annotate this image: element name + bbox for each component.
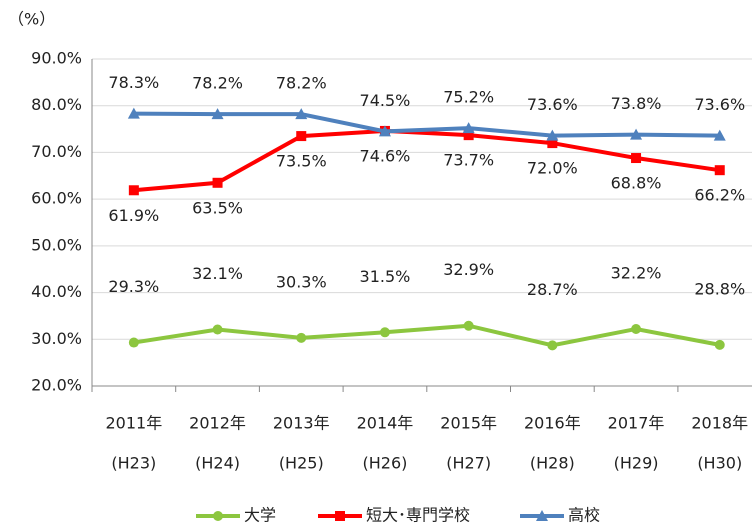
- legend-label: 高校: [568, 506, 600, 525]
- data-point: [295, 108, 308, 120]
- x-tick-label: 2018年: [691, 414, 748, 433]
- data-label: 68.8%: [611, 174, 662, 193]
- data-label: 78.2%: [276, 74, 327, 93]
- x-tick-label: 2013年: [273, 414, 330, 433]
- y-tick-label: 50.0%: [31, 235, 82, 254]
- data-point: [128, 185, 139, 196]
- legend-marker: [335, 511, 345, 521]
- data-label: 30.3%: [276, 272, 327, 291]
- data-label: 28.8%: [694, 279, 745, 298]
- data-label: 32.2%: [611, 264, 662, 283]
- data-point: [296, 131, 307, 142]
- legend-marker: [213, 511, 223, 521]
- data-label: 73.6%: [527, 95, 578, 114]
- x-tick-label: 2011年: [105, 414, 162, 433]
- data-label: 28.7%: [527, 280, 578, 299]
- unit-label: （%）: [8, 10, 55, 29]
- x-tick-sublabel: (H25): [279, 454, 324, 473]
- data-point: [463, 320, 474, 331]
- x-tick-sublabel: (H28): [530, 454, 575, 473]
- x-tick-label: 2016年: [524, 414, 581, 433]
- x-tick-label: 2012年: [189, 414, 246, 433]
- series-line: [133, 323, 721, 348]
- y-tick-label: 80.0%: [31, 95, 82, 114]
- series-line: [133, 111, 720, 138]
- data-label: 61.9%: [108, 206, 159, 225]
- y-tick-label: 90.0%: [31, 49, 82, 68]
- data-label: 63.5%: [192, 198, 243, 217]
- y-tick-label: 70.0%: [31, 142, 82, 161]
- data-label: 73.8%: [611, 94, 662, 113]
- data-label: 75.2%: [443, 88, 494, 107]
- data-label: 73.6%: [694, 95, 745, 114]
- data-point: [631, 324, 642, 335]
- data-point: [462, 122, 475, 134]
- legend-marker: [536, 510, 548, 521]
- data-label: 73.5%: [276, 152, 327, 171]
- y-tick-label: 20.0%: [31, 376, 82, 395]
- data-point: [127, 107, 140, 119]
- legend-label: 大学: [244, 506, 276, 525]
- y-tick-label: 30.0%: [31, 329, 82, 348]
- data-label: 74.5%: [360, 91, 411, 110]
- x-tick-sublabel: (H24): [195, 454, 240, 473]
- data-point: [212, 324, 223, 335]
- x-tick-sublabel: (H27): [446, 454, 491, 473]
- x-tick-label: 2015年: [440, 414, 497, 433]
- data-point: [546, 129, 559, 141]
- x-tick-sublabel: (H26): [363, 454, 408, 473]
- data-point: [379, 327, 390, 338]
- data-point: [296, 332, 307, 343]
- data-point: [714, 339, 725, 350]
- data-point: [713, 129, 726, 141]
- x-tick-label: 2014年: [357, 414, 414, 433]
- x-tick-sublabel: (H23): [111, 454, 156, 473]
- data-point: [463, 130, 474, 141]
- series-line: [133, 128, 721, 193]
- data-point: [212, 177, 223, 188]
- data-label: 78.3%: [108, 73, 159, 92]
- x-tick-sublabel: (H30): [697, 454, 742, 473]
- y-tick-label: 40.0%: [31, 282, 82, 301]
- data-point: [128, 337, 139, 348]
- legend-label: 短大･専門学校: [366, 506, 470, 525]
- x-tick-sublabel: (H29): [614, 454, 659, 473]
- data-point: [547, 340, 558, 351]
- x-tick-label: 2017年: [608, 414, 665, 433]
- data-point: [631, 153, 642, 164]
- data-point: [547, 138, 558, 149]
- data-point: [714, 165, 725, 176]
- data-point: [378, 125, 391, 137]
- data-point: [211, 108, 224, 120]
- data-label: 66.2%: [694, 186, 745, 205]
- data-label: 74.6%: [360, 146, 411, 165]
- data-point: [630, 128, 643, 140]
- data-label: 72.0%: [527, 159, 578, 178]
- data-label: 32.1%: [192, 264, 243, 283]
- data-label: 31.5%: [360, 267, 411, 286]
- y-tick-label: 60.0%: [31, 189, 82, 208]
- data-label: 73.7%: [443, 151, 494, 170]
- data-label: 32.9%: [443, 260, 494, 279]
- data-label: 29.3%: [108, 277, 159, 296]
- data-label: 78.2%: [192, 74, 243, 93]
